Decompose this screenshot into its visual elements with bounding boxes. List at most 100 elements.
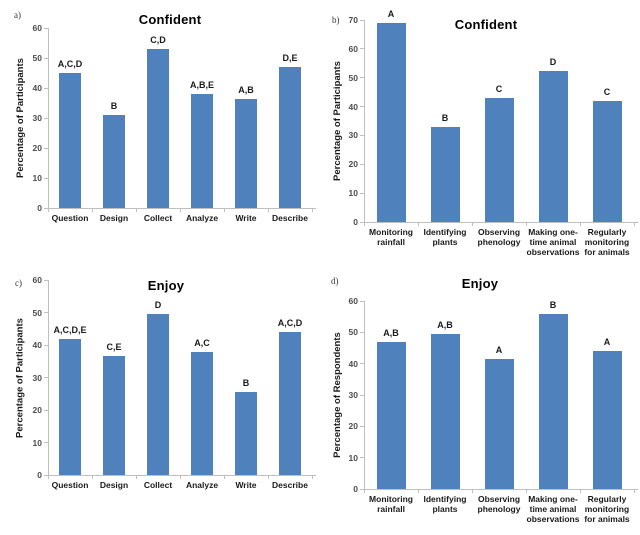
x-tick-mark	[472, 489, 473, 493]
panel-letter-d: d)	[331, 276, 339, 286]
x-category-label: Regularly monitoring for animals	[574, 227, 640, 257]
bar-value-label: C,E	[106, 342, 122, 353]
x-axis-line	[48, 208, 316, 209]
bar-value-label: D	[549, 56, 557, 67]
y-tick-mark	[360, 488, 364, 490]
y-tick-mark	[360, 363, 364, 365]
x-category-label-line: Regularly	[587, 227, 627, 237]
x-category-label: Identifying plants	[412, 494, 478, 514]
x-tick-mark	[224, 475, 225, 479]
y-axis-line	[364, 301, 365, 489]
x-tick-mark	[92, 475, 93, 479]
x-category-label-line: Collect	[143, 213, 173, 223]
bar	[592, 100, 622, 222]
x-category-label-line: Monitoring	[369, 494, 413, 504]
bar-value-label: A,C	[194, 337, 210, 348]
x-category-label: Making one-time animal observations	[520, 494, 586, 524]
y-tick-label: 0	[37, 203, 42, 213]
bar-value-label: C	[495, 83, 503, 94]
x-category-label-line: for animals	[584, 514, 630, 524]
x-category-label: Making one-time animal observations	[520, 227, 586, 257]
y-tick-mark	[360, 300, 364, 302]
x-tick-mark	[418, 489, 419, 493]
panel-c: c) Enjoy Percentage of Participants 0 10 2…	[0, 268, 320, 535]
y-tick-mark	[44, 147, 48, 149]
y-tick-mark	[44, 27, 48, 29]
x-tick-mark	[580, 222, 581, 226]
x-category-label-line: phenology	[477, 237, 521, 247]
y-tick-mark	[360, 192, 364, 194]
x-category-label-line: Describe	[272, 213, 308, 223]
x-category-label-line: Write	[235, 480, 257, 490]
y-tick-mark	[360, 163, 364, 165]
x-tick-mark	[634, 489, 635, 493]
y-tick-label: 60	[348, 43, 358, 54]
bar-value-label: A	[603, 337, 611, 348]
x-category-label-line: Design	[99, 480, 129, 490]
y-tick-label: 40	[348, 358, 358, 369]
y-tick-label: 60	[32, 23, 42, 33]
x-tick-mark	[48, 208, 49, 212]
x-category-label-line: time animal	[529, 237, 577, 247]
panel-letter-a: a)	[14, 10, 21, 20]
x-category-label-line: Making one-	[528, 227, 578, 237]
bar	[279, 67, 301, 208]
x-tick-mark	[526, 489, 527, 493]
x-tick-mark	[180, 475, 181, 479]
bar	[279, 332, 301, 475]
y-tick-mark	[360, 77, 364, 79]
bar-value-label: A	[387, 8, 395, 19]
x-tick-mark	[364, 489, 365, 493]
y-tick-mark	[360, 19, 364, 21]
y-tick-mark	[44, 207, 48, 209]
bar	[59, 338, 81, 475]
x-category-label-line: plants	[432, 237, 458, 247]
chart-title: Enjoy	[461, 276, 499, 291]
y-tick-label: 30	[348, 130, 358, 141]
bar	[430, 333, 460, 489]
x-category-label-line: rainfall	[377, 504, 405, 514]
y-tick-label: 40	[348, 101, 358, 112]
y-tick-label: 10	[348, 452, 358, 463]
chart-title: Confident	[454, 17, 518, 32]
x-category-label: Question	[42, 213, 98, 223]
x-category-label-line: monitoring	[584, 237, 630, 247]
x-category-label: Identifying plants	[412, 227, 478, 247]
bar	[103, 356, 125, 475]
x-category-label-line: Question	[51, 213, 89, 223]
y-tick-label: 50	[348, 327, 358, 338]
x-tick-mark	[268, 475, 269, 479]
x-category-label-line: Identifying	[423, 494, 467, 504]
chart-title: Enjoy	[147, 278, 185, 293]
y-tick-mark	[44, 87, 48, 89]
x-category-label-line: plants	[432, 504, 458, 514]
bar-value-label: B	[441, 112, 449, 123]
y-tick-label: 30	[32, 113, 42, 123]
bar	[59, 73, 81, 208]
y-tick-mark	[360, 457, 364, 459]
y-tick-mark	[44, 279, 48, 281]
x-category-label: Write	[218, 213, 274, 223]
x-category-label: Analyze	[174, 213, 230, 223]
x-category-label: Collect	[130, 213, 186, 223]
x-axis-line	[48, 475, 316, 476]
bar-value-label: A,C,D,E	[53, 324, 87, 335]
bar	[430, 126, 460, 222]
y-tick-label: 40	[32, 340, 42, 350]
x-category-label-line: Analyze	[185, 480, 219, 490]
bar-value-label: A	[495, 344, 503, 355]
y-tick-label: 0	[353, 217, 358, 227]
y-tick-label: 50	[348, 72, 358, 83]
y-tick-label: 50	[32, 307, 42, 318]
x-tick-mark	[526, 222, 527, 226]
y-tick-mark	[44, 312, 48, 313]
x-category-label-line: Regularly	[587, 494, 627, 504]
y-tick-mark	[360, 425, 364, 427]
x-category-label-line: Identifying	[423, 227, 467, 237]
y-tick-label: 20	[32, 405, 42, 415]
y-tick-mark	[44, 177, 48, 179]
bar	[538, 313, 568, 489]
x-category-label: Monitoring rainfall	[358, 227, 424, 247]
bar-value-label: A,B	[383, 327, 399, 338]
